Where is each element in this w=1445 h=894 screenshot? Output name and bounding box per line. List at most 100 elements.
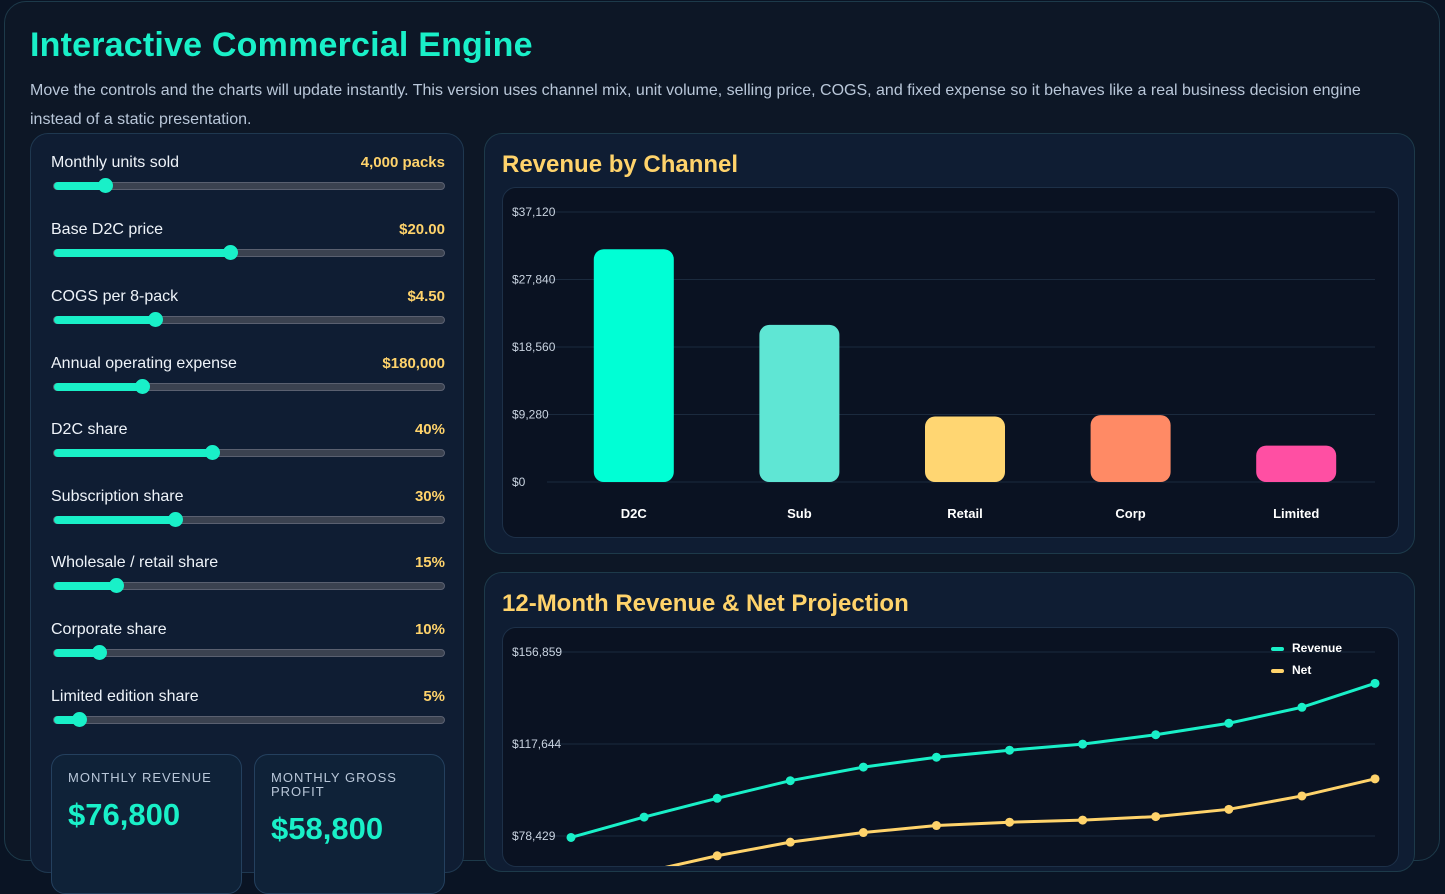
point-net: [1370, 774, 1380, 784]
y-tick-label: $78,429: [512, 829, 556, 843]
slider-row-base-d2c-price: Base D2C price $20.00: [51, 221, 445, 281]
slider-thumb[interactable]: [97, 178, 113, 193]
slider-label-subscription-share: Subscription share: [51, 488, 184, 505]
bar-d2c: [593, 249, 674, 482]
slider-thumb[interactable]: [109, 578, 125, 593]
slider-fill: [54, 716, 80, 724]
legend-swatch-net: [1271, 669, 1284, 673]
slider-limited-edition-share[interactable]: [53, 712, 445, 727]
revenue-by-channel-panel: Revenue by Channel $0 $9,280 $18,560 $27,84…: [484, 133, 1415, 554]
slider-value-cogs-per-8-pack: $4.50: [407, 288, 445, 305]
point-revenue: [712, 793, 722, 803]
point-revenue: [566, 832, 576, 842]
series-line-revenue: [570, 681, 1376, 839]
slider-value-wholesale-retail-share: 15%: [414, 554, 445, 571]
slider-fill: [54, 316, 156, 324]
slider-fill: [54, 383, 142, 391]
point-net: [1224, 804, 1234, 814]
point-net: [858, 828, 868, 838]
slider-fill: [54, 582, 117, 590]
slider-value-d2c-share: 40%: [414, 421, 445, 438]
series-line-net: [664, 777, 1376, 866]
slider-thumb[interactable]: [72, 712, 88, 727]
metric-label: MONTHLY REVENUE: [68, 770, 212, 785]
legend-label-net: Net: [1292, 663, 1311, 677]
point-net: [1005, 817, 1015, 827]
slider-fill: [54, 249, 230, 257]
point-revenue: [639, 812, 649, 822]
revenue-by-channel-title: Revenue by Channel: [502, 151, 739, 178]
metric-card-monthly-gross-profit: MONTHLY GROSS PROFIT $58,800: [254, 754, 445, 894]
slider-annual-operating-expense[interactable]: [53, 379, 445, 394]
slider-value-annual-operating-expense: $180,000: [382, 355, 445, 372]
slider-fill: [54, 516, 175, 524]
projection-title: 12-Month Revenue & Net Projection: [502, 590, 909, 617]
slider-row-cogs-per-8-pack: COGS per 8-pack $4.50: [51, 288, 445, 348]
x-tick-label-sub: Sub: [787, 506, 812, 521]
point-revenue: [1151, 730, 1161, 740]
y-tick-label: $37,120: [512, 205, 556, 219]
point-net: [1151, 812, 1161, 822]
point-net: [712, 851, 722, 861]
slider-label-monthly-units-sold: Monthly units sold: [51, 154, 180, 171]
slider-row-monthly-units-sold: Monthly units sold 4,000 packs: [51, 154, 445, 214]
y-tick-label: $18,560: [512, 340, 556, 354]
revenue-by-channel-chart-box: $0 $9,280 $18,560 $27,840 $37,120 D2C Sub Retai…: [502, 187, 1399, 538]
slider-fill: [54, 182, 105, 190]
metric-card-monthly-revenue: MONTHLY REVENUE $76,800: [51, 754, 242, 894]
point-revenue: [858, 762, 868, 772]
legend-label-revenue: Revenue: [1292, 641, 1342, 655]
bar-corp: [1090, 415, 1171, 482]
slider-cogs-per-8-pack[interactable]: [53, 312, 445, 327]
slider-thumb[interactable]: [91, 645, 107, 660]
metric-value: $76,800: [68, 797, 181, 832]
point-revenue: [1078, 739, 1088, 749]
slider-label-d2c-share: D2C share: [51, 421, 128, 438]
x-tick-label-d2c: D2C: [621, 506, 648, 521]
slider-base-d2c-price[interactable]: [53, 245, 445, 260]
bar-limited: [1256, 445, 1337, 482]
slider-label-cogs-per-8-pack: COGS per 8-pack: [51, 288, 179, 305]
point-revenue: [1224, 718, 1234, 728]
slider-fill: [54, 449, 212, 457]
slider-d2c-share[interactable]: [53, 445, 445, 460]
projection-panel: 12-Month Revenue & Net Projection $78,42…: [484, 572, 1415, 872]
controls-panel: Monthly units sold 4,000 packs Base D2C pr…: [30, 133, 464, 894]
slider-thumb[interactable]: [204, 445, 220, 460]
y-tick-label: $117,644: [512, 737, 561, 751]
slider-monthly-units-sold[interactable]: [53, 178, 445, 193]
slider-wholesale-retail-share[interactable]: [53, 578, 445, 593]
point-net: [785, 837, 795, 847]
point-revenue: [1005, 745, 1015, 755]
bar-retail: [925, 416, 1005, 482]
slider-subscription-share[interactable]: [53, 512, 445, 527]
slider-label-corporate-share: Corporate share: [51, 621, 167, 638]
slider-thumb[interactable]: [134, 379, 150, 394]
metric-value: $58,800: [271, 811, 384, 846]
point-revenue: [1297, 702, 1307, 712]
slider-label-limited-edition-share: Limited edition share: [51, 688, 199, 705]
page-title: Interactive Commercial Engine: [30, 26, 533, 64]
slider-thumb[interactable]: [148, 312, 164, 327]
slider-row-subscription-share: Subscription share 30%: [51, 488, 445, 548]
metric-label: MONTHLY GROSS PROFIT: [271, 770, 397, 799]
bar-sub: [759, 324, 840, 482]
slider-row-annual-operating-expense: Annual operating expense $180,000: [51, 355, 445, 415]
y-tick-label: $9,280: [512, 408, 549, 422]
slider-thumb[interactable]: [167, 512, 183, 527]
slider-row-limited-edition-share: Limited edition share 5%: [51, 688, 445, 748]
slider-label-annual-operating-expense: Annual operating expense: [51, 355, 237, 372]
slider-corporate-share[interactable]: [53, 645, 445, 660]
projection-chart-box: $78,429 $117,644 $156,859 Revenue Net: [502, 627, 1399, 867]
slider-row-corporate-share: Corporate share 10%: [51, 621, 445, 681]
point-revenue: [931, 752, 941, 762]
y-tick-label: $156,859: [512, 645, 562, 659]
point-revenue: [1370, 678, 1380, 688]
point-revenue: [785, 776, 795, 786]
point-net: [1297, 791, 1307, 801]
slider-value-limited-edition-share: 5%: [423, 688, 445, 705]
slider-value-corporate-share: 10%: [414, 621, 445, 638]
slider-row-wholesale-retail-share: Wholesale / retail share 15%: [51, 554, 445, 614]
slider-thumb[interactable]: [222, 245, 238, 260]
x-tick-label-corp: Corp: [1115, 506, 1145, 521]
